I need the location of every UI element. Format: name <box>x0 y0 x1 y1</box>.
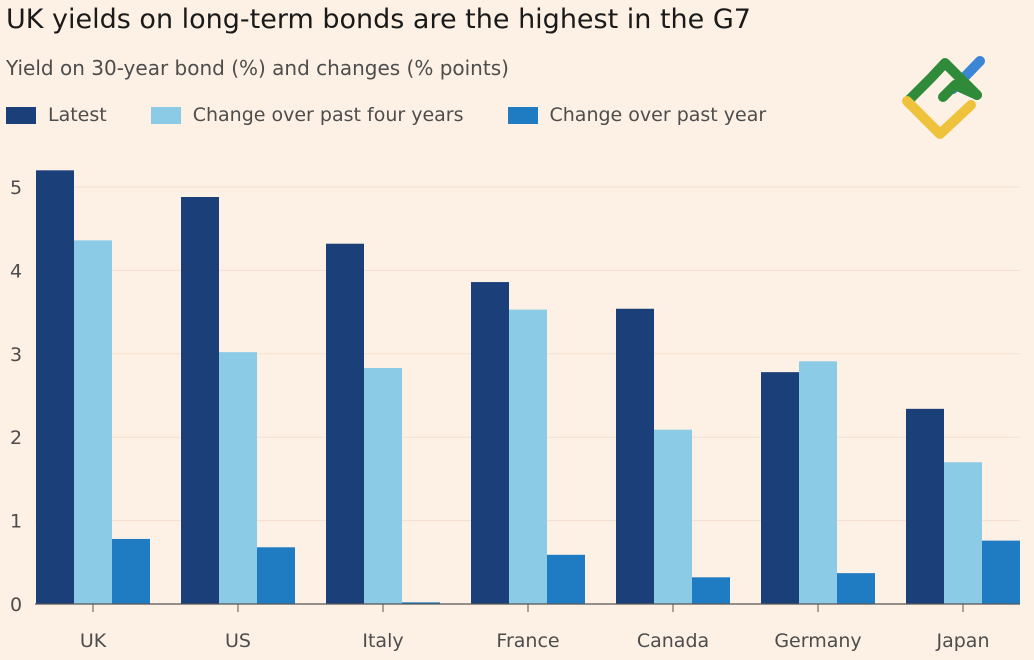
bar-france-1 <box>509 309 547 604</box>
bar-japan-1 <box>944 462 982 604</box>
legend-item-latest: Latest <box>6 104 107 126</box>
bar-canada-0 <box>616 308 654 604</box>
y-tick-label: 1 <box>10 511 22 533</box>
chart-subtitle: Yield on 30-year bond (%) and changes (%… <box>6 56 509 80</box>
bar-france-2 <box>547 554 585 604</box>
legend-swatch <box>507 106 538 124</box>
bar-uk-1 <box>74 240 112 604</box>
y-tick-label: 3 <box>10 344 22 366</box>
bar-canada-2 <box>692 577 730 604</box>
x-tick-label: Italy <box>362 630 403 652</box>
y-tick-label: 0 <box>10 594 22 616</box>
bar-canada-1 <box>654 429 692 604</box>
y-tick-label: 4 <box>10 260 22 282</box>
legend-swatch <box>6 106 36 124</box>
x-tick-label: US <box>225 630 251 652</box>
legend-label: Change over past four years <box>192 104 464 126</box>
brand-logo <box>902 56 985 139</box>
x-tick-label: Germany <box>774 630 861 652</box>
x-tick-label: Canada <box>637 630 709 652</box>
legend-item-four-years: Change over past four years <box>150 104 464 126</box>
bar-japan-2 <box>982 540 1020 604</box>
legend-swatch <box>150 106 181 124</box>
bar-germany-1 <box>799 361 837 604</box>
bar-uk-0 <box>36 170 74 604</box>
x-tick-label: UK <box>80 630 107 652</box>
bar-france-0 <box>471 282 509 604</box>
legend-item-past-year: Change over past year <box>507 104 767 126</box>
x-tick-label: France <box>496 630 559 652</box>
y-tick-label: 5 <box>10 177 22 199</box>
chart-title: UK yields on long-term bonds are the hig… <box>6 4 751 35</box>
y-tick-label: 2 <box>10 427 22 449</box>
x-tick-label: Japan <box>936 630 990 652</box>
bar-germany-2 <box>837 573 875 604</box>
bar-italy-1 <box>364 367 402 604</box>
bar-japan-0 <box>906 408 944 604</box>
bar-uk-2 <box>112 538 150 604</box>
bar-italy-0 <box>326 243 364 604</box>
bar-us-2 <box>257 547 295 604</box>
legend-label: Change over past year <box>549 104 767 126</box>
bar-us-0 <box>181 197 219 604</box>
bar-us-1 <box>219 352 257 604</box>
legend: Latest Change over past four years Chang… <box>6 104 810 126</box>
bar-italy-2 <box>402 602 440 604</box>
bar-germany-0 <box>761 372 799 604</box>
legend-label: Latest <box>48 104 107 126</box>
